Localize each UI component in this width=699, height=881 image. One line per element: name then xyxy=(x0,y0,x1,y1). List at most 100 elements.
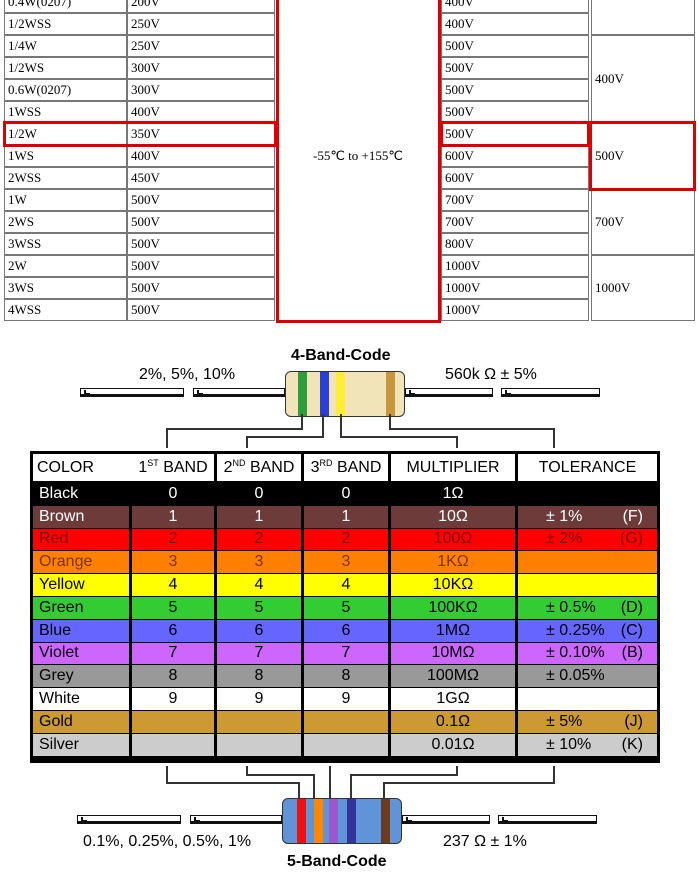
power-rating-table: 0.4W(0207) 200V 400V 1/2WSS 250V 400V 1/4W 250V… xyxy=(0,0,699,323)
spec-cell-power: 1/2WS xyxy=(4,57,127,79)
tolerance-letter-code: (F) xyxy=(622,507,643,525)
spec-cell-voltage: 500V xyxy=(127,255,275,277)
connector-line xyxy=(383,782,555,784)
color-row-d1: 2 xyxy=(132,528,214,551)
spec-cell-power: 0.4W(0207) xyxy=(4,0,127,13)
color-row-name: Black xyxy=(33,483,129,505)
spec-cell-voltage: 500V xyxy=(127,277,275,299)
connector-line xyxy=(340,414,342,438)
color-row-mult: 1KΩ xyxy=(391,551,515,574)
four-band-resistor-body xyxy=(285,371,405,417)
color-row-tol: ± 5% (J) xyxy=(518,711,657,733)
header-multiplier: MULTIPLIER xyxy=(391,454,515,481)
color-row-d2: 5 xyxy=(217,597,301,619)
color-row-d3 xyxy=(304,733,388,756)
five-band-right-label: 237 Ω ± 1% xyxy=(443,833,527,850)
color-row-mult: 0.1Ω xyxy=(391,711,515,733)
spec-cell-voltage: 250V xyxy=(127,35,275,57)
color-row-name: Blue xyxy=(33,619,129,642)
spec-cell-overload: 600V xyxy=(441,145,589,167)
header-band-3: 3 RD BAND xyxy=(304,454,388,481)
color-row-d3 xyxy=(304,711,388,733)
connector-line xyxy=(298,782,300,798)
color-row-d1 xyxy=(132,711,214,733)
spec-cell-overload: 500V xyxy=(441,57,589,79)
color-row-mult: 10KΩ xyxy=(391,574,515,596)
tolerance-letter-code: (C) xyxy=(620,621,643,639)
color-row-d2: 6 xyxy=(217,619,301,642)
dielectric-voltage-cell: 700V xyxy=(591,189,695,255)
five-band-lead-right-2 xyxy=(498,815,597,824)
spec-cell-overload: 500V xyxy=(441,35,589,57)
connector-line xyxy=(246,774,315,776)
spec-cell-overload: 600V xyxy=(441,167,589,189)
color-row-name: Red xyxy=(33,528,129,551)
five-band-band-3 xyxy=(329,799,338,843)
color-row-tol: ± 2% (G) xyxy=(518,528,657,551)
spec-cell-overload: 400V xyxy=(441,0,589,13)
color-row-mult: 0.01Ω xyxy=(391,733,515,756)
resistor-color-code-table: COLOR 1 ST BAND 2 ND BAND 3 RD BAND MULTIPL… xyxy=(30,451,660,763)
color-row-tol xyxy=(518,574,657,596)
color-row-d3: 9 xyxy=(304,688,388,710)
color-row-name: Orange xyxy=(33,551,129,574)
color-row-mult: 100KΩ xyxy=(391,597,515,619)
color-row-mult: 100MΩ xyxy=(391,665,515,688)
spec-cell-power: 4WSS xyxy=(4,299,127,321)
color-row-name: Grey xyxy=(33,665,129,688)
color-row-mult: 1Ω xyxy=(391,483,515,505)
dielectric-voltage-cell: 500V xyxy=(591,123,695,189)
four-band-band-2 xyxy=(320,372,329,416)
color-row-d2: 3 xyxy=(217,551,301,574)
four-band-band-1 xyxy=(298,372,307,416)
connector-line xyxy=(340,436,458,438)
color-row-d2 xyxy=(217,733,301,756)
connector-line xyxy=(246,436,248,448)
color-row-tol: ± 0.25% (C) xyxy=(518,619,657,642)
five-band-resistor-body xyxy=(282,798,402,844)
dielectric-voltage-cell xyxy=(591,0,695,35)
spec-cell-voltage: 500V xyxy=(127,211,275,233)
five-band-left-label: 0.1%, 0.25%, 0.5%, 1% xyxy=(83,833,252,850)
spec-cell-voltage: 350V xyxy=(127,123,275,145)
connector-line xyxy=(329,766,331,798)
four-band-right-label: 560k Ω ± 5% xyxy=(445,366,537,383)
connector-line xyxy=(166,766,168,784)
color-row-mult: 1GΩ xyxy=(391,688,515,710)
color-row-tol xyxy=(518,688,657,710)
color-row-d1: 6 xyxy=(132,619,214,642)
color-row-name: Violet xyxy=(33,642,129,665)
connector-line xyxy=(389,414,391,430)
spec-cell-voltage: 250V xyxy=(127,13,275,35)
connector-line xyxy=(553,766,555,784)
color-row-mult: 1MΩ xyxy=(391,619,515,642)
spec-cell-power: 3WSS xyxy=(4,233,127,255)
color-row-name: Brown xyxy=(33,505,129,528)
color-row-name: Green xyxy=(33,597,129,619)
color-row-d2: 8 xyxy=(217,665,301,688)
spec-cell-overload: 500V xyxy=(441,79,589,101)
connector-line xyxy=(313,774,315,798)
spec-cell-power: 2W xyxy=(4,255,127,277)
dielectric-voltage-cell: 1000V xyxy=(591,255,695,321)
color-row-tol: ± 0.05% xyxy=(518,665,657,688)
header-tolerance: TOLERANCE xyxy=(518,454,657,481)
color-row-tol: ± 0.5% (D) xyxy=(518,597,657,619)
color-row-d3: 7 xyxy=(304,642,388,665)
color-row-name: White xyxy=(33,688,129,710)
connector-line xyxy=(383,782,385,798)
color-row-d1 xyxy=(132,733,214,756)
color-row-name: Yellow xyxy=(33,574,129,596)
color-row-mult: 100Ω xyxy=(391,528,515,551)
color-row-name: Gold xyxy=(33,711,129,733)
color-row-d1: 4 xyxy=(132,574,214,596)
four-band-left-label: 2%, 5%, 10% xyxy=(139,366,236,383)
spec-cell-power: 1/4W xyxy=(4,35,127,57)
four-band-band-3 xyxy=(336,372,345,416)
color-row-d3: 5 xyxy=(304,597,388,619)
tolerance-letter-code: (D) xyxy=(620,598,643,616)
spec-cell-voltage: 450V xyxy=(127,167,275,189)
spec-cell-voltage: 500V xyxy=(127,189,275,211)
five-band-lead-left-2 xyxy=(190,815,282,824)
color-row-d3: 2 xyxy=(304,528,388,551)
